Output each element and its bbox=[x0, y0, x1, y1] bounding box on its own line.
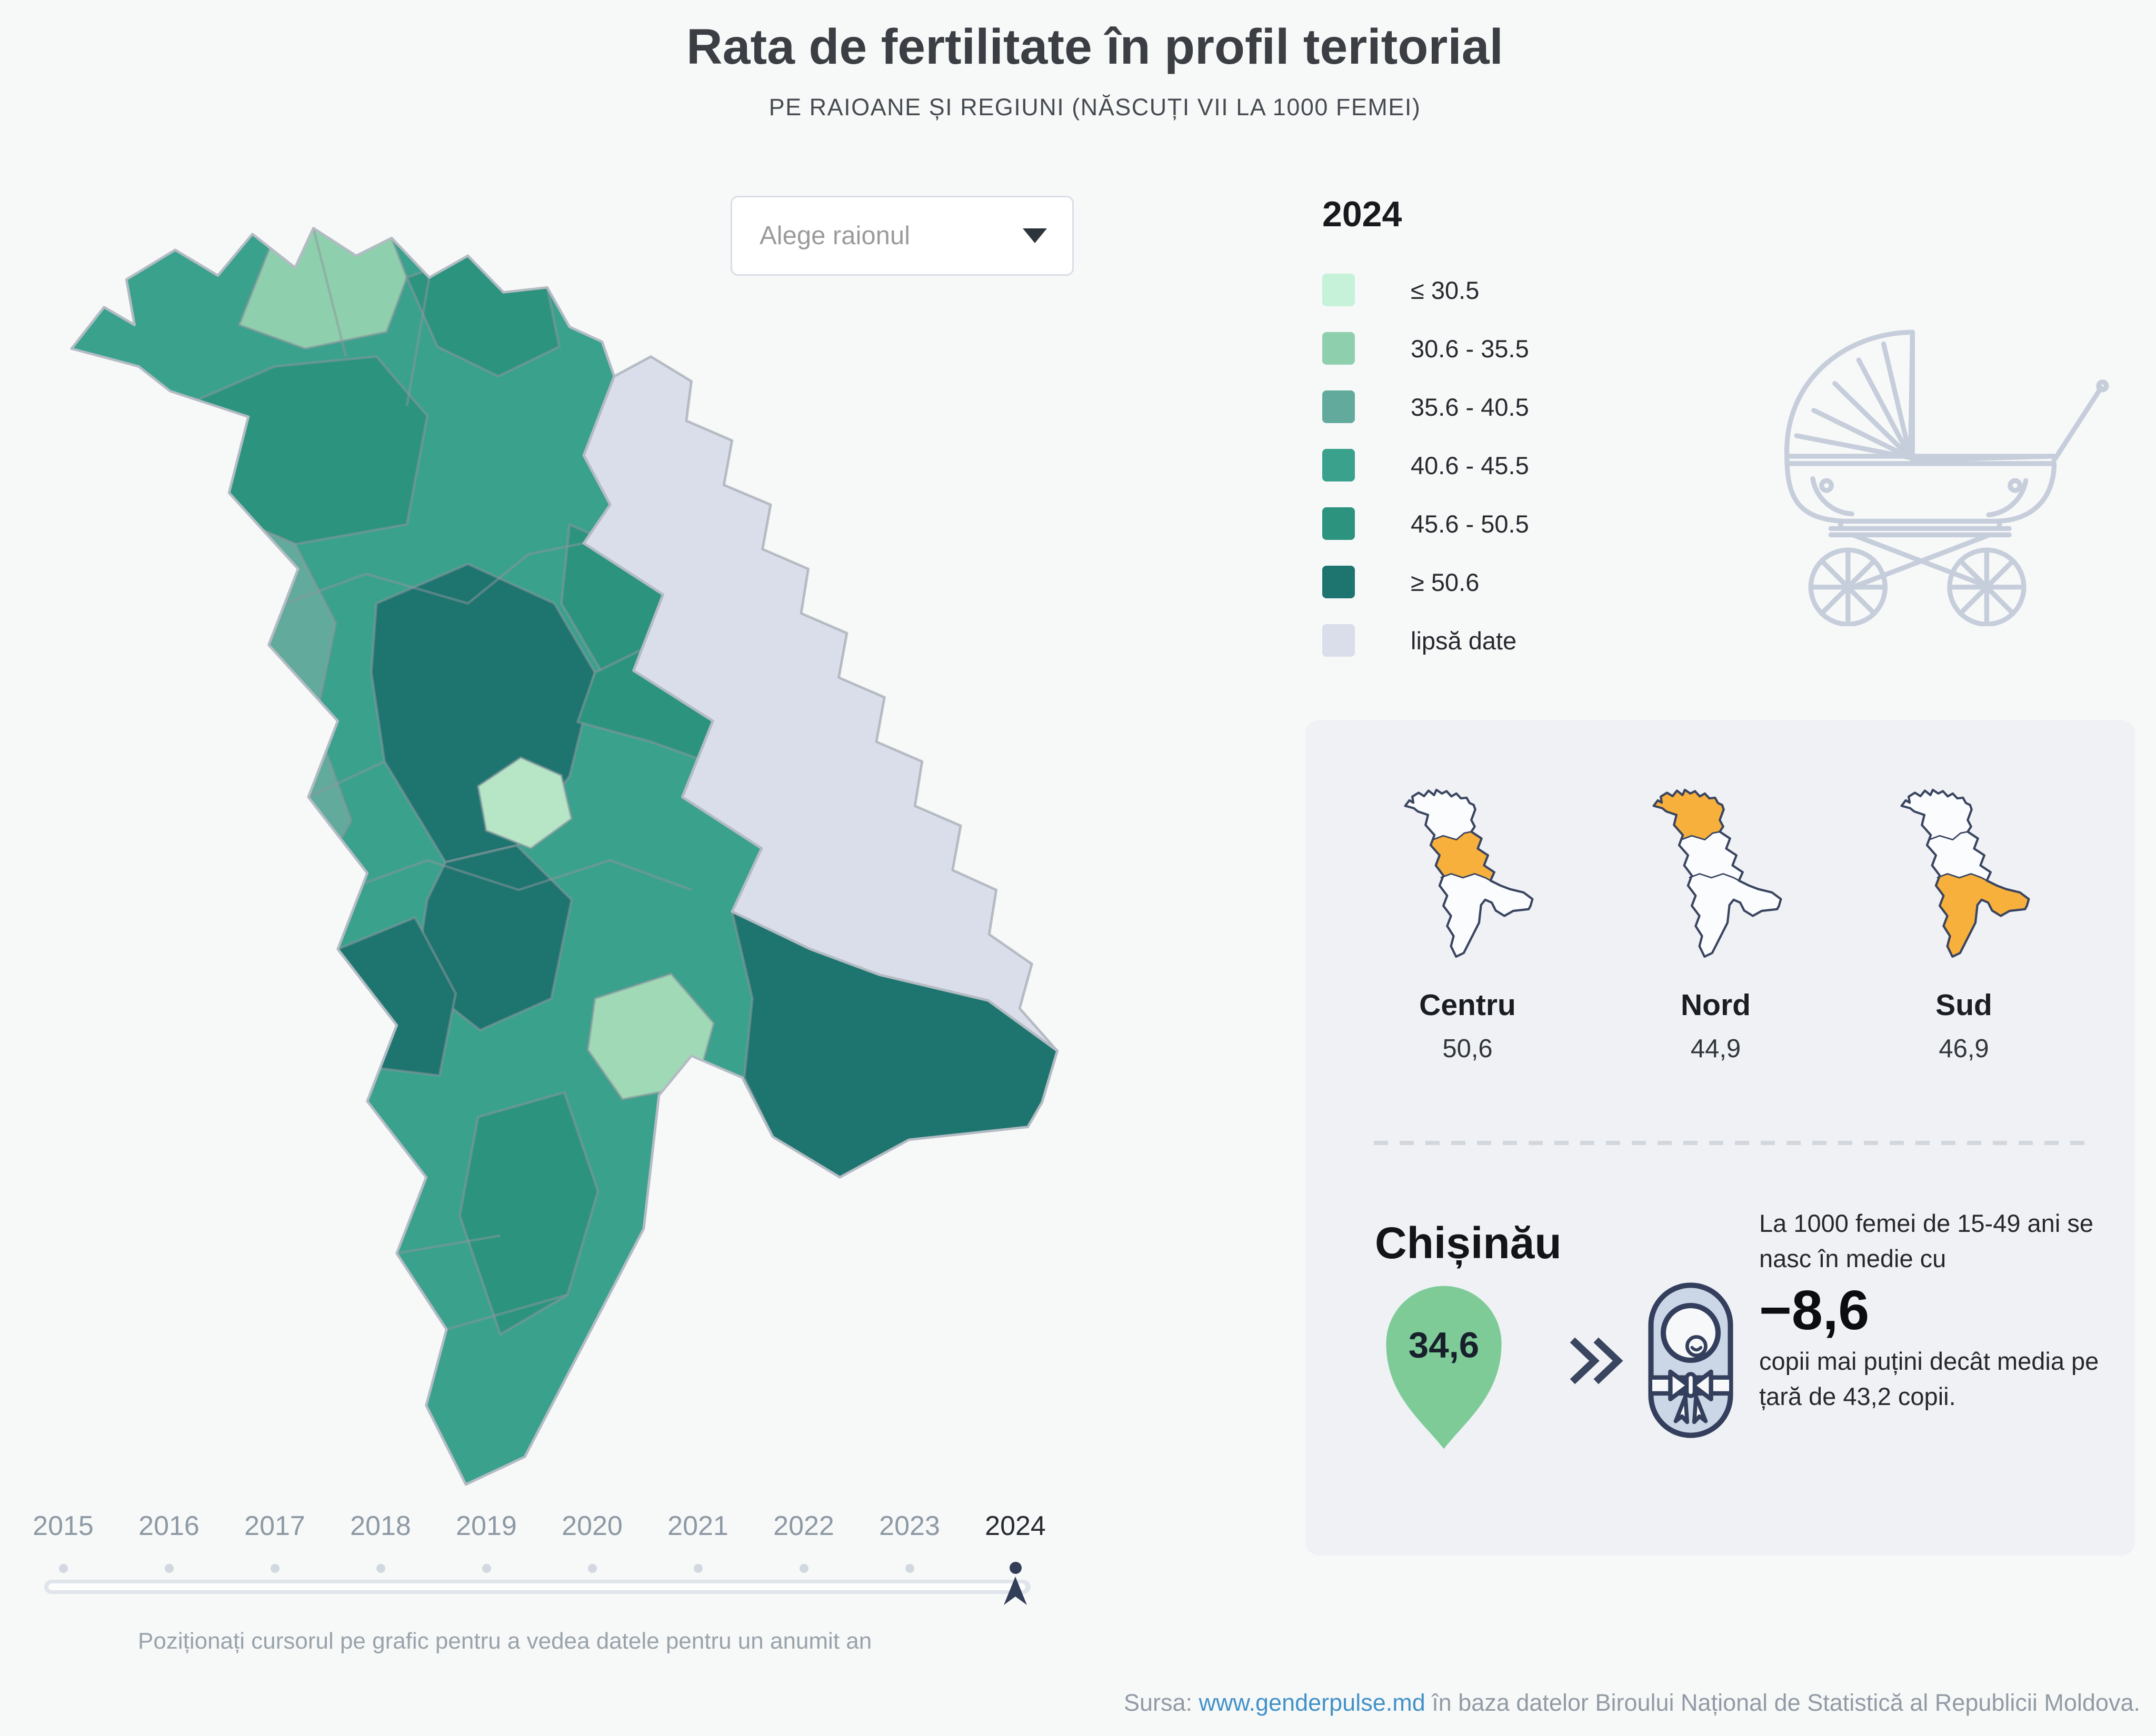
region-value: 50,6 bbox=[1442, 1035, 1493, 1063]
page-title: Rata de fertilitate în profil teritorial bbox=[686, 19, 1503, 75]
note-before: La 1000 femei de 15-49 ani se nasc în me… bbox=[1759, 1209, 2093, 1272]
legend-label: ≥ 50.6 bbox=[1411, 568, 1480, 596]
region-value: 46,9 bbox=[1939, 1035, 1989, 1063]
legend-swatch bbox=[1322, 332, 1355, 365]
source-prefix: Sursa: bbox=[1123, 1689, 1192, 1716]
timeline-dot bbox=[376, 1564, 385, 1573]
district-select-placeholder: Alege raionul bbox=[760, 222, 911, 250]
timeline-dot bbox=[588, 1564, 597, 1573]
mini-map-nord-svg bbox=[1650, 787, 1782, 958]
legend-swatch bbox=[1322, 274, 1355, 306]
timeline-dot bbox=[59, 1564, 68, 1573]
timeline-year-2019[interactable]: 2019 bbox=[456, 1511, 517, 1541]
region-name: Nord bbox=[1681, 988, 1751, 1022]
legend-label: 40.6 - 45.5 bbox=[1411, 451, 1529, 479]
legend-row: ≥ 50.6 bbox=[1322, 566, 1529, 598]
timeline-dot bbox=[800, 1564, 808, 1573]
legend-label: 35.6 - 40.5 bbox=[1411, 393, 1529, 421]
timeline-dot bbox=[271, 1564, 280, 1573]
source-link[interactable]: www.genderpulse.md bbox=[1199, 1689, 1425, 1716]
timeline-year-2017[interactable]: 2017 bbox=[244, 1511, 305, 1541]
legend-label: lipsă date bbox=[1411, 626, 1517, 655]
legend-row: 45.6 - 50.5 bbox=[1322, 507, 1529, 540]
timeline-dot-active bbox=[1010, 1562, 1022, 1574]
legend-row: ≤ 30.5 bbox=[1322, 274, 1529, 306]
dashed-divider bbox=[1374, 1141, 2085, 1145]
legend-label: ≤ 30.5 bbox=[1411, 276, 1480, 304]
timeline-year-2020[interactable]: 2020 bbox=[562, 1511, 623, 1541]
timeline-year-2023[interactable]: 2023 bbox=[879, 1511, 940, 1541]
swaddled-baby-icon bbox=[1648, 1282, 1733, 1438]
district-select[interactable]: Alege raionul bbox=[731, 196, 1074, 276]
timeline-dot bbox=[694, 1564, 703, 1573]
timeline-hint: Poziționați cursorul pe grafic pentru a … bbox=[138, 1628, 872, 1654]
legend-row: 35.6 - 40.5 bbox=[1322, 390, 1529, 423]
chisinau-value-pin: 34,6 bbox=[1386, 1286, 1502, 1449]
timeline-year-2016[interactable]: 2016 bbox=[138, 1511, 199, 1541]
timeline-year-2021[interactable]: 2021 bbox=[667, 1511, 728, 1541]
regions-panel: Centru 50,6 Nord 44,9 Sud 46,9 Chiș bbox=[1305, 720, 2135, 1556]
legend-row: 40.6 - 45.5 bbox=[1322, 449, 1529, 481]
chevron-down-icon bbox=[1023, 228, 1047, 243]
timeline-track-fill bbox=[48, 1583, 1025, 1590]
moldova-choropleth-map[interactable] bbox=[41, 208, 1067, 1492]
mini-map-sud: Sud 46,9 bbox=[1880, 787, 2048, 1063]
region-value: 44,9 bbox=[1690, 1035, 1741, 1063]
map-legend: ≤ 30.5 30.6 - 35.5 35.6 - 40.5 40.6 - 45… bbox=[1322, 274, 1529, 657]
chisinau-title: Chișinău bbox=[1375, 1218, 1562, 1268]
mini-map-sud-svg bbox=[1898, 787, 2030, 958]
legend-swatch bbox=[1322, 624, 1355, 657]
chisinau-value: 34,6 bbox=[1409, 1324, 1479, 1366]
timeline-dot bbox=[482, 1564, 491, 1573]
legend-swatch bbox=[1322, 507, 1355, 540]
mini-map-centru-svg bbox=[1401, 787, 1534, 958]
comparison-note: La 1000 femei de 15-49 ani se nasc în me… bbox=[1759, 1206, 2107, 1414]
timeline-dot bbox=[165, 1564, 174, 1573]
baby-carriage-icon bbox=[1784, 329, 2109, 626]
legend-row: lipsă date bbox=[1322, 624, 1529, 657]
source-line: Sursa: www.genderpulse.md în baza datelo… bbox=[1124, 1689, 2140, 1717]
source-suffix: în baza datelor Biroului Național de Sta… bbox=[1425, 1689, 2140, 1716]
legend-row: 30.6 - 35.5 bbox=[1322, 332, 1529, 365]
timeline-dot bbox=[905, 1564, 914, 1573]
legend-swatch bbox=[1322, 566, 1355, 598]
mini-map-centru: Centru 50,6 bbox=[1383, 787, 1552, 1063]
timeline-year-2024[interactable]: 2024 bbox=[985, 1511, 1046, 1541]
legend-year: 2024 bbox=[1322, 194, 1402, 234]
timeline-year-2015[interactable]: 2015 bbox=[33, 1511, 94, 1541]
page-subtitle: PE RAIOANE ȘI REGIUNI (NĂSCUȚI VII LA 10… bbox=[768, 94, 1421, 121]
legend-label: 30.6 - 35.5 bbox=[1411, 334, 1529, 363]
double-chevron-icon bbox=[1570, 1337, 1623, 1384]
region-name: Sud bbox=[1935, 988, 1992, 1022]
mini-map-nord: Nord 44,9 bbox=[1632, 787, 1800, 1063]
timeline-cursor[interactable] bbox=[1002, 1576, 1029, 1608]
region-name: Centru bbox=[1419, 988, 1516, 1022]
legend-label: 45.6 - 50.5 bbox=[1411, 509, 1529, 538]
region-mini-maps: Centru 50,6 Nord 44,9 Sud 46,9 bbox=[1305, 720, 2135, 1063]
difference-value: −8,6 bbox=[1759, 1279, 1870, 1342]
legend-swatch bbox=[1322, 390, 1355, 423]
legend-swatch bbox=[1322, 449, 1355, 481]
timeline-year-2022[interactable]: 2022 bbox=[773, 1511, 834, 1541]
timeline-year-2018[interactable]: 2018 bbox=[350, 1511, 411, 1541]
note-after: copii mai puțini decât media pe țară de … bbox=[1759, 1347, 2099, 1410]
